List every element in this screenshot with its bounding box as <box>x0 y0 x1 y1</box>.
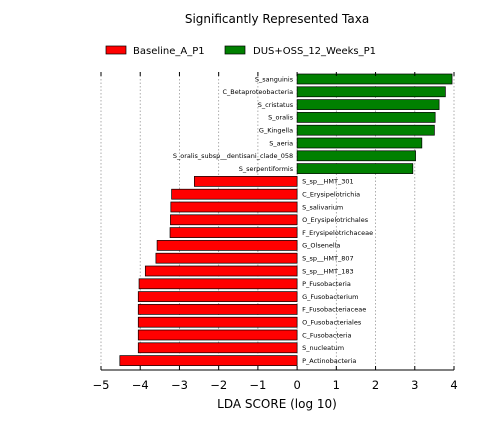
bar-label: O_Fusobacteriales <box>302 319 362 327</box>
bar-label: G_Kingella <box>259 127 293 135</box>
bar <box>296 150 416 162</box>
bar-label: S_sp__HMT_183 <box>302 267 354 275</box>
chart-title: Significantly Represented Taxa <box>185 12 369 26</box>
bar <box>138 278 298 290</box>
x-tick-label: 2 <box>372 378 379 392</box>
x-tick-label: −5 <box>93 378 110 392</box>
bar-label: S_nucleatum <box>302 344 344 352</box>
bar <box>296 86 446 98</box>
bar <box>296 163 414 174</box>
x-tick-label: −1 <box>249 378 266 392</box>
bar-label: P_Actinobacteria <box>302 357 356 365</box>
bar-label: G_Fusobacterium <box>302 293 358 301</box>
bar <box>296 137 423 149</box>
x-tick-label: 4 <box>450 378 457 392</box>
bar-label: F_Fusobacteriaceae <box>302 306 366 314</box>
bar-label: O_Erysipelotrichales <box>302 216 369 224</box>
legend-swatch <box>224 45 246 55</box>
bar-label: S_aeria <box>269 139 293 147</box>
x-tick-label: 3 <box>411 378 418 392</box>
bar-label: G_Olsenella <box>302 242 340 250</box>
bars <box>119 73 453 366</box>
bar <box>170 214 298 226</box>
bar <box>170 201 298 213</box>
bar <box>296 124 435 136</box>
bar-labels: S_sanguinis C_Betaproteobacteria S_cristat… <box>173 75 373 365</box>
bar <box>144 265 298 277</box>
legend-entry: Baseline_A_P1 <box>133 46 205 57</box>
x-tick-label: −2 <box>210 378 227 392</box>
bar <box>137 304 298 315</box>
bar <box>137 316 298 328</box>
legend-entry: DUS+OSS_12_Weeks_P1 <box>253 46 376 57</box>
bar <box>296 112 436 123</box>
bar-label: S_oralis <box>268 114 294 122</box>
bar <box>296 99 440 110</box>
bar <box>171 188 298 200</box>
bar <box>156 240 298 251</box>
bar-label: S_salivarium <box>302 203 343 211</box>
bar-label: S_serpentiformis <box>239 165 294 173</box>
bar <box>119 355 298 366</box>
bar <box>137 329 298 341</box>
legend: Baseline_A_P1 DUS+OSS_12_Weeks_P1 <box>105 45 376 57</box>
bar <box>137 291 298 302</box>
bar-label: S_sp__HMT_807 <box>302 255 354 263</box>
x-axis: −5 −4 −3 −2 −1 0 1 2 3 4 <box>93 72 458 392</box>
bar-label: S_cristatus <box>258 101 294 109</box>
bar <box>155 252 298 264</box>
bar-label: S_sanguinis <box>255 75 294 83</box>
bar-label: P_Fusobacteria <box>302 280 351 288</box>
bar <box>169 227 298 238</box>
bar-label: F_Erysipelotrichaceae <box>302 229 373 237</box>
bar-label: S_oralis_subsp__dentisani_clade_058 <box>173 152 293 160</box>
bar <box>296 73 453 85</box>
bar-label: C_Erysipelotrichia <box>302 191 360 199</box>
bar <box>193 176 298 187</box>
legend-swatch <box>105 45 127 55</box>
x-tick-label: 1 <box>333 378 340 392</box>
bar <box>137 342 298 354</box>
x-axis-label: LDA SCORE (log 10) <box>217 397 337 411</box>
bar-label: C_Betaproteobacteria <box>222 88 293 96</box>
x-tick-label: −3 <box>171 378 188 392</box>
bar-label: S_sp__HMT_301 <box>302 178 354 186</box>
bar-label: C_Fusobacteria <box>302 331 351 339</box>
x-tick-label: 0 <box>293 378 300 392</box>
x-tick-label: −4 <box>132 378 149 392</box>
